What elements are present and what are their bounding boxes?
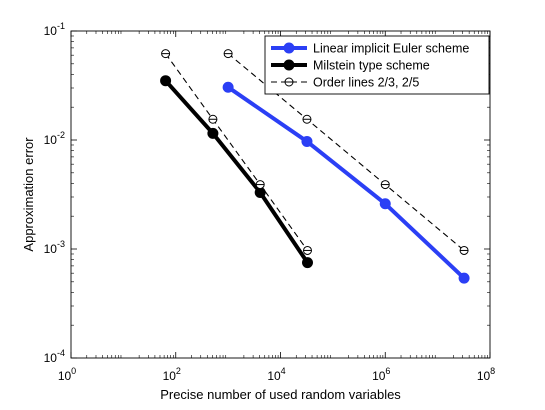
legend-label: Order lines 2/3, 2/5 <box>313 76 419 90</box>
y-tick-label: 10-1 <box>44 21 65 38</box>
series-line <box>226 85 466 280</box>
x-axis-label: Precise number of used random variables <box>160 387 401 402</box>
series-layer <box>160 49 470 284</box>
x-tick-label: 106 <box>372 366 390 383</box>
data-point <box>458 272 470 284</box>
data-point <box>301 257 313 269</box>
x-tick-label: 108 <box>477 366 495 383</box>
data-point <box>207 127 219 139</box>
x-tick-label: 100 <box>58 366 76 383</box>
data-point <box>283 42 295 54</box>
y-tick-label: 10-4 <box>44 348 65 365</box>
axes-layer: 100 102 104 106 108 10-4 10-3 10-2 10-1 <box>44 21 496 383</box>
series-line <box>164 79 310 264</box>
x-tick-label: 102 <box>163 366 181 383</box>
data-point <box>379 198 391 210</box>
legend-label: Milstein type scheme <box>313 59 430 73</box>
legend-label: Linear implicit Euler scheme <box>313 42 469 56</box>
data-point <box>222 81 234 93</box>
legend: Linear implicit Euler scheme Milstein typ… <box>264 35 490 95</box>
data-point <box>301 135 313 147</box>
y-axis-label: Approximation error <box>21 137 36 252</box>
y-tick-label: 10-2 <box>44 130 65 147</box>
y-tick-label: 10-3 <box>44 239 65 256</box>
data-point <box>283 59 295 71</box>
plot-frame <box>70 30 491 359</box>
data-point <box>160 75 172 87</box>
x-tick-label: 104 <box>267 366 285 383</box>
series-line <box>165 53 308 251</box>
